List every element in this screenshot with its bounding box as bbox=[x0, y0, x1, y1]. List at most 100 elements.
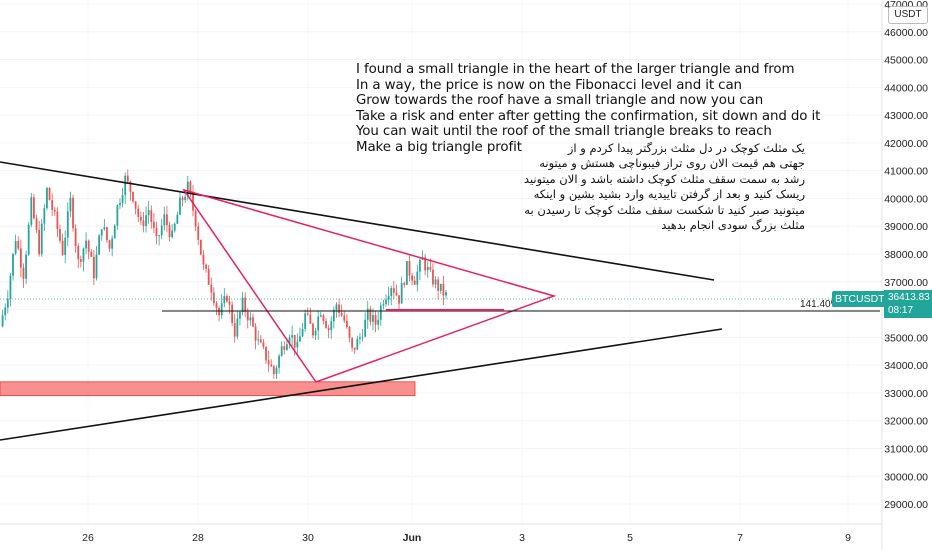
current-price-label: 36413.83 08:17 bbox=[884, 290, 932, 318]
candle-body bbox=[369, 308, 372, 322]
candle-body bbox=[272, 366, 275, 374]
candle-body bbox=[236, 318, 239, 337]
candle-body bbox=[366, 308, 369, 320]
small-triangle bbox=[182, 188, 557, 383]
big-triangle-upper-line bbox=[0, 161, 715, 281]
candle-body bbox=[296, 341, 299, 348]
candle-body bbox=[4, 307, 7, 316]
candle-body bbox=[338, 304, 340, 313]
candle-body bbox=[207, 268, 210, 285]
candle-body bbox=[262, 342, 265, 347]
candle-body bbox=[233, 322, 236, 337]
candle-body bbox=[340, 312, 343, 316]
candle-body bbox=[390, 288, 393, 297]
candle-body bbox=[231, 304, 234, 323]
candle-body bbox=[223, 295, 226, 304]
candle-body bbox=[275, 367, 278, 374]
candle-body bbox=[163, 214, 166, 226]
candle-body bbox=[212, 292, 215, 304]
candle-body bbox=[226, 295, 228, 302]
candle-body bbox=[25, 254, 27, 279]
candle-body bbox=[199, 239, 202, 255]
candle-body bbox=[66, 211, 69, 238]
candle-body bbox=[6, 298, 9, 308]
candle-body bbox=[322, 315, 325, 322]
candle-body bbox=[239, 312, 241, 319]
price-tick: 38000.00 bbox=[884, 249, 928, 261]
candle-body bbox=[218, 308, 220, 316]
candle-body bbox=[22, 267, 25, 279]
candle-body bbox=[429, 267, 432, 270]
annotation-english: I found a small triangle in the heart of… bbox=[356, 62, 821, 155]
candle-body bbox=[252, 317, 254, 327]
candle-body bbox=[395, 292, 398, 296]
candle-body bbox=[301, 328, 304, 337]
price-tick: 33000.00 bbox=[884, 388, 928, 400]
candle-body bbox=[257, 339, 260, 341]
price-tick: 46000.00 bbox=[884, 27, 928, 39]
time-tick: 26 bbox=[82, 532, 94, 544]
candle-body bbox=[106, 227, 108, 241]
candle-body bbox=[145, 215, 147, 226]
candle-body bbox=[74, 228, 77, 246]
candle-body bbox=[286, 344, 288, 350]
candle-body bbox=[220, 303, 223, 316]
candle-body bbox=[351, 337, 354, 348]
price-tick: 44000.00 bbox=[884, 82, 928, 94]
candle-body bbox=[171, 230, 174, 238]
candle-body bbox=[9, 275, 12, 299]
time-tick: 5 bbox=[627, 532, 633, 544]
candle-body bbox=[249, 317, 252, 321]
annotation-persian: یک مثلث کوچک در دل مثلث بزرگتر پیدا کردم… bbox=[523, 141, 805, 233]
currency-selector[interactable]: USDT bbox=[888, 6, 928, 24]
current-price-value: 36413.83 bbox=[888, 292, 930, 303]
candle-body bbox=[400, 283, 403, 304]
candle-body bbox=[202, 254, 205, 265]
candle-body bbox=[27, 224, 30, 255]
candles bbox=[1, 169, 447, 380]
candle-body bbox=[59, 229, 61, 241]
price-tick: 45000.00 bbox=[884, 55, 928, 67]
candle-body bbox=[147, 210, 150, 216]
time-tick: 3 bbox=[519, 532, 525, 544]
candle-body bbox=[72, 197, 74, 229]
candle-body bbox=[189, 181, 192, 194]
candle-body bbox=[56, 211, 59, 230]
price-tick: 29000.00 bbox=[884, 499, 928, 511]
candle-body bbox=[398, 295, 400, 304]
candle-body bbox=[116, 205, 119, 226]
candle-body bbox=[361, 336, 364, 338]
candle-body bbox=[194, 210, 197, 227]
candle-body bbox=[411, 275, 413, 281]
candle-body bbox=[325, 321, 327, 328]
candle-body bbox=[121, 195, 124, 203]
candle-body bbox=[343, 315, 346, 321]
candle-body bbox=[387, 296, 390, 300]
candle-body bbox=[379, 305, 382, 320]
candle-body bbox=[419, 259, 421, 272]
price-tick: 31000.00 bbox=[884, 443, 928, 455]
price-tick: 40000.00 bbox=[884, 193, 928, 205]
candle-body bbox=[1, 315, 4, 327]
candle-body bbox=[319, 315, 322, 317]
candle-body bbox=[173, 223, 176, 231]
time-axis: 26 28 30 Jun 3 5 7 9 bbox=[0, 523, 882, 544]
candle-body bbox=[155, 227, 158, 237]
candle-body bbox=[291, 334, 294, 338]
candle-body bbox=[254, 326, 257, 341]
candle-body bbox=[392, 288, 395, 293]
candle-body bbox=[288, 337, 291, 345]
price-tick: 47000.00 bbox=[884, 0, 928, 11]
candle-body bbox=[265, 346, 267, 361]
candle-body bbox=[111, 238, 114, 249]
candle-body bbox=[95, 254, 98, 279]
candle-body bbox=[267, 360, 270, 365]
candle-body bbox=[442, 283, 445, 296]
candle-body bbox=[12, 253, 14, 276]
candle-body bbox=[14, 241, 17, 254]
candle-body bbox=[19, 248, 22, 268]
candle-body bbox=[270, 364, 273, 367]
candle-body bbox=[215, 303, 218, 309]
candle-body bbox=[359, 337, 361, 339]
